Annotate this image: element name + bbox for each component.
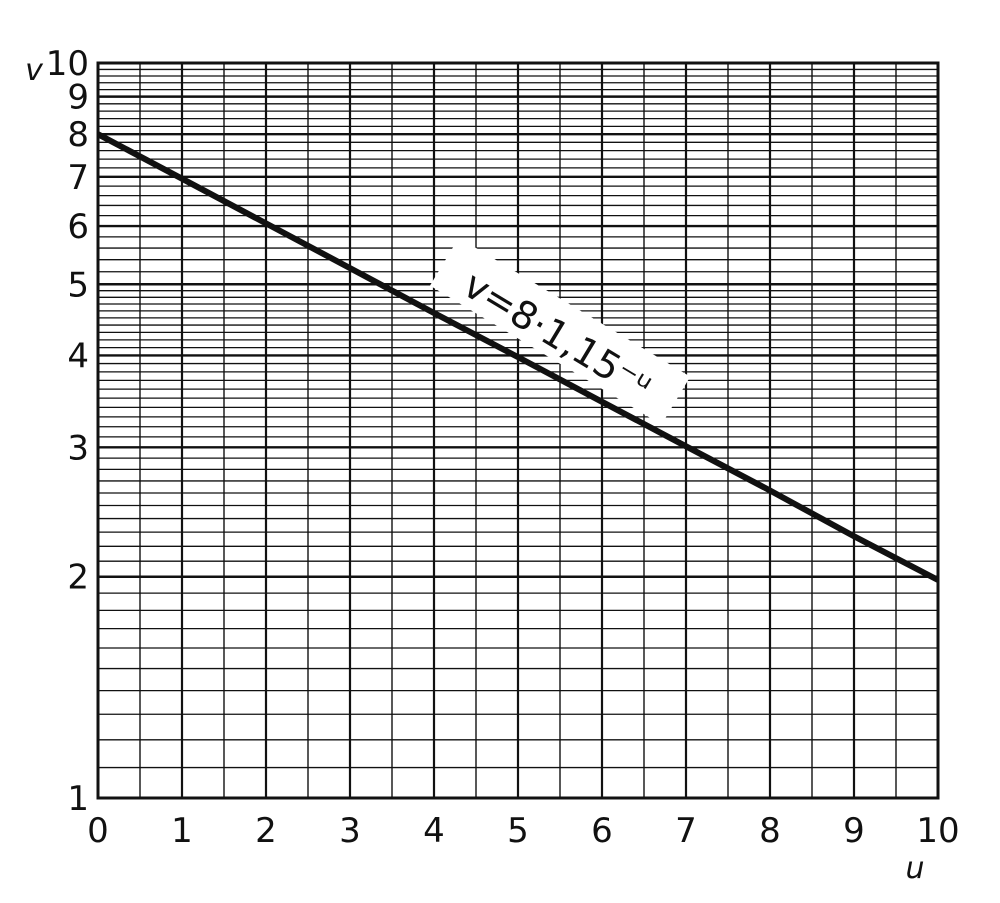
annotation-background (429, 237, 691, 425)
x-tick-labels: 0 1 2 3 4 5 6 7 8 9 10 (87, 811, 959, 851)
x-tick-label: 7 (675, 811, 697, 851)
y-tick-label: 1 (67, 779, 89, 819)
x-tick-label: 2 (255, 811, 277, 851)
x-tick-label: 8 (759, 811, 781, 851)
y-tick-label: 4 (67, 336, 89, 376)
series-layer (96, 131, 940, 583)
y-tick-label: 6 (67, 207, 89, 247)
plot-border (96, 61, 940, 800)
x-tick-label: 3 (339, 811, 361, 851)
x-tick-label: 1 (171, 811, 193, 851)
x-axis-label: u (905, 851, 924, 886)
x-tick-label: 0 (87, 811, 109, 851)
x-tick-label: 4 (423, 811, 445, 851)
y-tick-label: 5 (67, 265, 89, 305)
y-tick-label: 2 (67, 558, 89, 598)
x-tick-label: 10 (916, 811, 959, 851)
y-tick-label: 7 (67, 158, 89, 198)
x-tick-label: 5 (507, 811, 529, 851)
x-tick-label: 6 (591, 811, 613, 851)
y-tick-label: 9 (67, 78, 89, 118)
y-tick-label: 10 (46, 44, 89, 84)
series-line-0 (96, 131, 940, 583)
x-tick-label: 9 (843, 811, 865, 851)
y-tick-label: 8 (67, 115, 89, 155)
y-axis-label: v (25, 53, 44, 88)
plot-frame (96, 61, 940, 800)
y-tick-label: 3 (67, 428, 89, 468)
